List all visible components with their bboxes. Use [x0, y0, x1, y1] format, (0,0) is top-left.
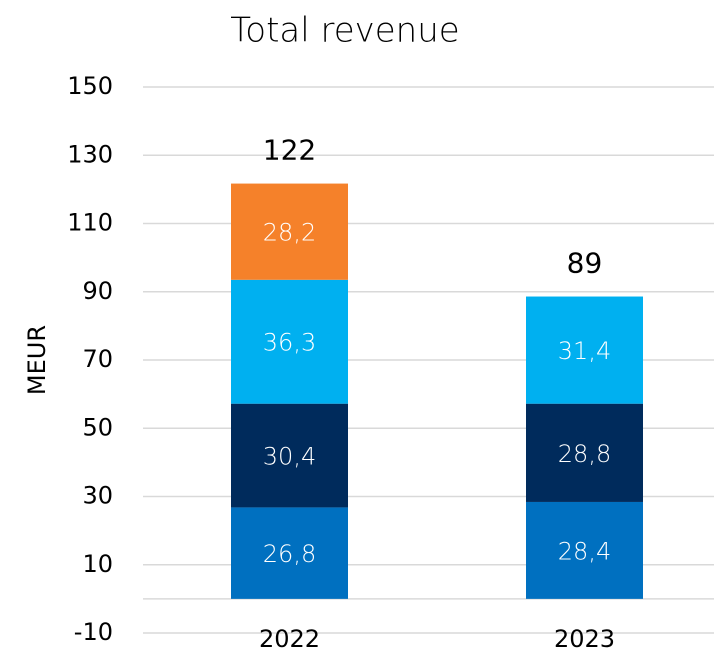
value-label: 31,4 [558, 337, 611, 365]
y-tick-label: 110 [67, 209, 113, 237]
total-label: 122 [263, 134, 316, 167]
y-tick-label: 90 [82, 277, 113, 305]
y-axis-label: MEUR [23, 325, 51, 395]
value-label: 28,2 [263, 219, 316, 247]
y-tick-label: 150 [67, 72, 113, 100]
value-label: 28,8 [558, 440, 611, 468]
y-tick-label: 130 [67, 140, 113, 168]
x-tick-label: 2023 [554, 625, 615, 653]
bar-segment [526, 403, 643, 502]
x-tick-label: 2022 [259, 625, 320, 653]
bar-segment [231, 183, 348, 280]
value-label: 26,8 [263, 540, 316, 568]
chart-title: Total revenue [230, 11, 459, 51]
bar-segment [526, 501, 643, 599]
total-label: 89 [567, 247, 603, 280]
bar-segment [526, 296, 643, 404]
value-label: 36,3 [263, 329, 316, 357]
y-tick-label: -10 [74, 618, 113, 646]
y-tick-label: 70 [82, 345, 113, 373]
y-tick-label: 30 [82, 482, 113, 510]
value-label: 28,4 [558, 537, 611, 565]
bar-segment [231, 507, 348, 599]
value-label: 30,4 [263, 443, 316, 471]
y-tick-label: 50 [82, 413, 113, 441]
bar-segment [231, 279, 348, 404]
bar-segment [231, 403, 348, 508]
y-tick-label: 10 [82, 550, 113, 578]
